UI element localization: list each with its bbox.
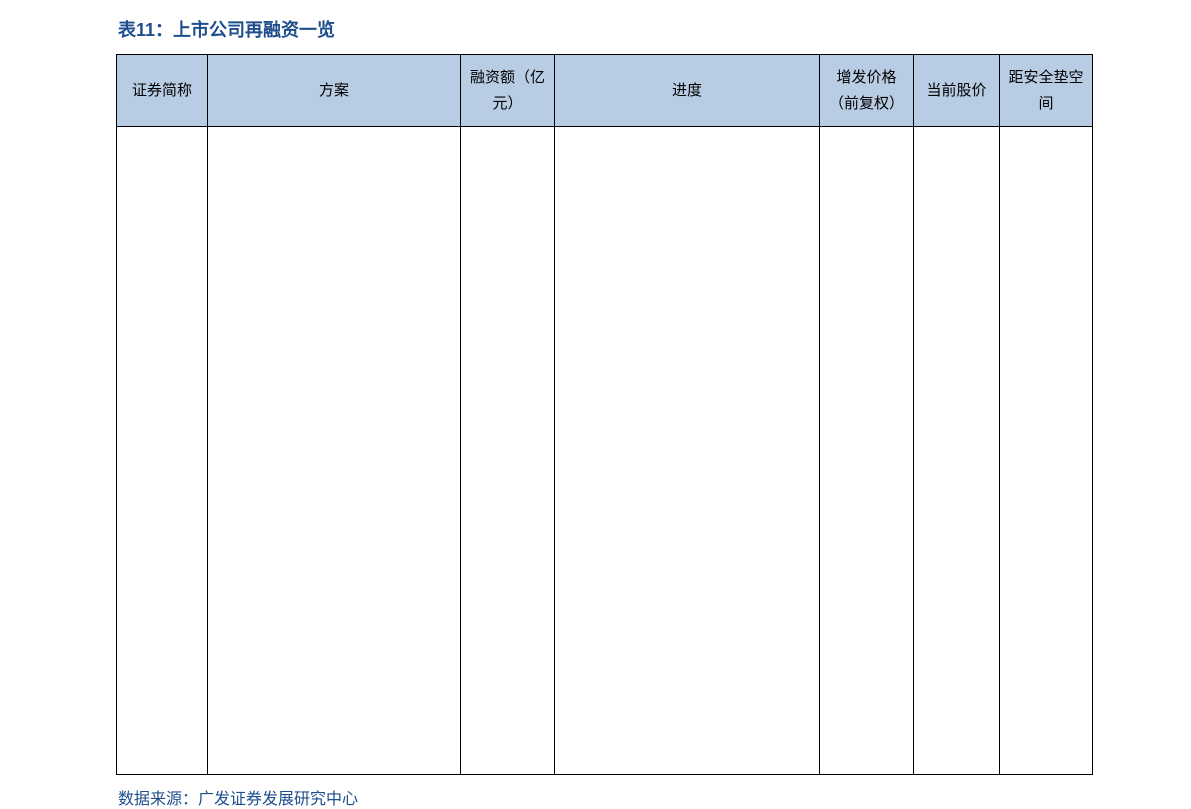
table-cell (117, 127, 208, 775)
table-title: 表11：上市公司再融资一览 (116, 16, 1092, 42)
header-financing-amount: 融资额（亿元） (461, 55, 555, 127)
header-security-name: 证券简称 (117, 55, 208, 127)
document-container: 表11：上市公司再融资一览 证券简称 方案 融资额（亿元） 进度 增发价格（前复… (116, 16, 1092, 809)
header-safety-margin: 距安全垫空间 (1000, 55, 1093, 127)
header-current-price: 当前股价 (914, 55, 1000, 127)
table-cell (461, 127, 555, 775)
header-issue-price: 增发价格（前复权） (820, 55, 914, 127)
data-source: 数据来源：广发证券发展研究中心 (116, 785, 1092, 809)
header-progress: 进度 (555, 55, 820, 127)
table-cell (914, 127, 1000, 775)
table-cell (1000, 127, 1093, 775)
table-cell (820, 127, 914, 775)
table-cell (555, 127, 820, 775)
table-header-row: 证券简称 方案 融资额（亿元） 进度 增发价格（前复权） 当前股价 距安全垫空间 (117, 55, 1093, 127)
refinancing-table: 证券简称 方案 融资额（亿元） 进度 增发价格（前复权） 当前股价 距安全垫空间 (116, 54, 1093, 775)
table-cell (208, 127, 461, 775)
header-plan: 方案 (208, 55, 461, 127)
table-body-row (117, 127, 1093, 775)
